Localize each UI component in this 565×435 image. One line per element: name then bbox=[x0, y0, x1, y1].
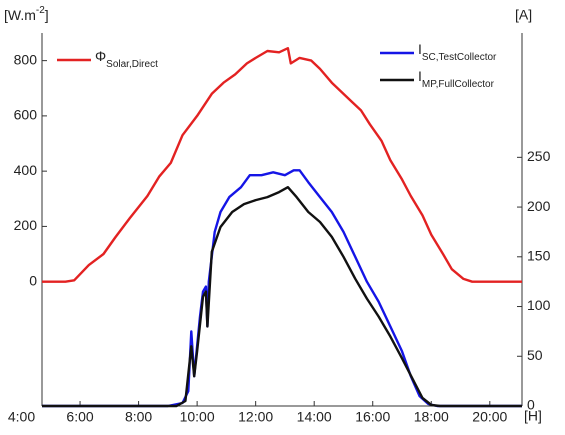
y-tick-label: 0 bbox=[29, 272, 37, 288]
x-tick-label: 10:00 bbox=[180, 409, 215, 425]
y-tick-label: 800 bbox=[14, 51, 38, 67]
y-label-end: ] bbox=[45, 7, 49, 23]
x-tick-label: 14:00 bbox=[297, 409, 332, 425]
x-axis-label: [H] bbox=[524, 408, 542, 424]
data-line bbox=[42, 169, 522, 408]
legend-name: I bbox=[418, 68, 422, 84]
legend-label: ISC,TestCollector bbox=[418, 41, 497, 63]
data-line bbox=[42, 185, 522, 408]
x-tick-label: 6:00 bbox=[66, 409, 93, 425]
legend-subscript: MP,FullCollector bbox=[422, 79, 495, 90]
y-tick-label: 200 bbox=[14, 217, 38, 233]
y-label-sup: -2 bbox=[36, 5, 45, 16]
legend-name: I bbox=[418, 41, 422, 57]
x-tick-label: 12:00 bbox=[238, 409, 273, 425]
x-tick-label: 18:00 bbox=[414, 409, 449, 425]
y-tick-label: 400 bbox=[14, 162, 38, 178]
y2-tick-label: 100 bbox=[527, 297, 551, 313]
x-tick-label: 8:00 bbox=[125, 409, 152, 425]
legend-subscript: Solar,Direct bbox=[106, 59, 158, 70]
x-tick-label: 20:00 bbox=[472, 409, 507, 425]
y-tick-label: 600 bbox=[14, 107, 38, 123]
y2-tick-label: 50 bbox=[527, 347, 543, 363]
y2-axis-label: [A] bbox=[515, 7, 532, 23]
legend-subscript: SC,TestCollector bbox=[422, 52, 497, 63]
y2-tick-label: 0 bbox=[527, 397, 535, 413]
data-line bbox=[42, 47, 522, 283]
legend-name: Φ bbox=[95, 48, 106, 64]
y2-tick-label: 250 bbox=[527, 148, 551, 164]
y-label-text: [W.m bbox=[4, 7, 36, 23]
legend-label: IMP,FullCollector bbox=[418, 68, 495, 90]
x-tick-label: 16:00 bbox=[355, 409, 390, 425]
x-tick-label: 4:00 bbox=[8, 409, 35, 425]
legend-label: ΦSolar,Direct bbox=[95, 48, 158, 70]
y2-tick-label: 150 bbox=[527, 248, 551, 264]
y-axis-label: [W.m-2] bbox=[4, 5, 49, 23]
y2-tick-label: 200 bbox=[527, 198, 551, 214]
